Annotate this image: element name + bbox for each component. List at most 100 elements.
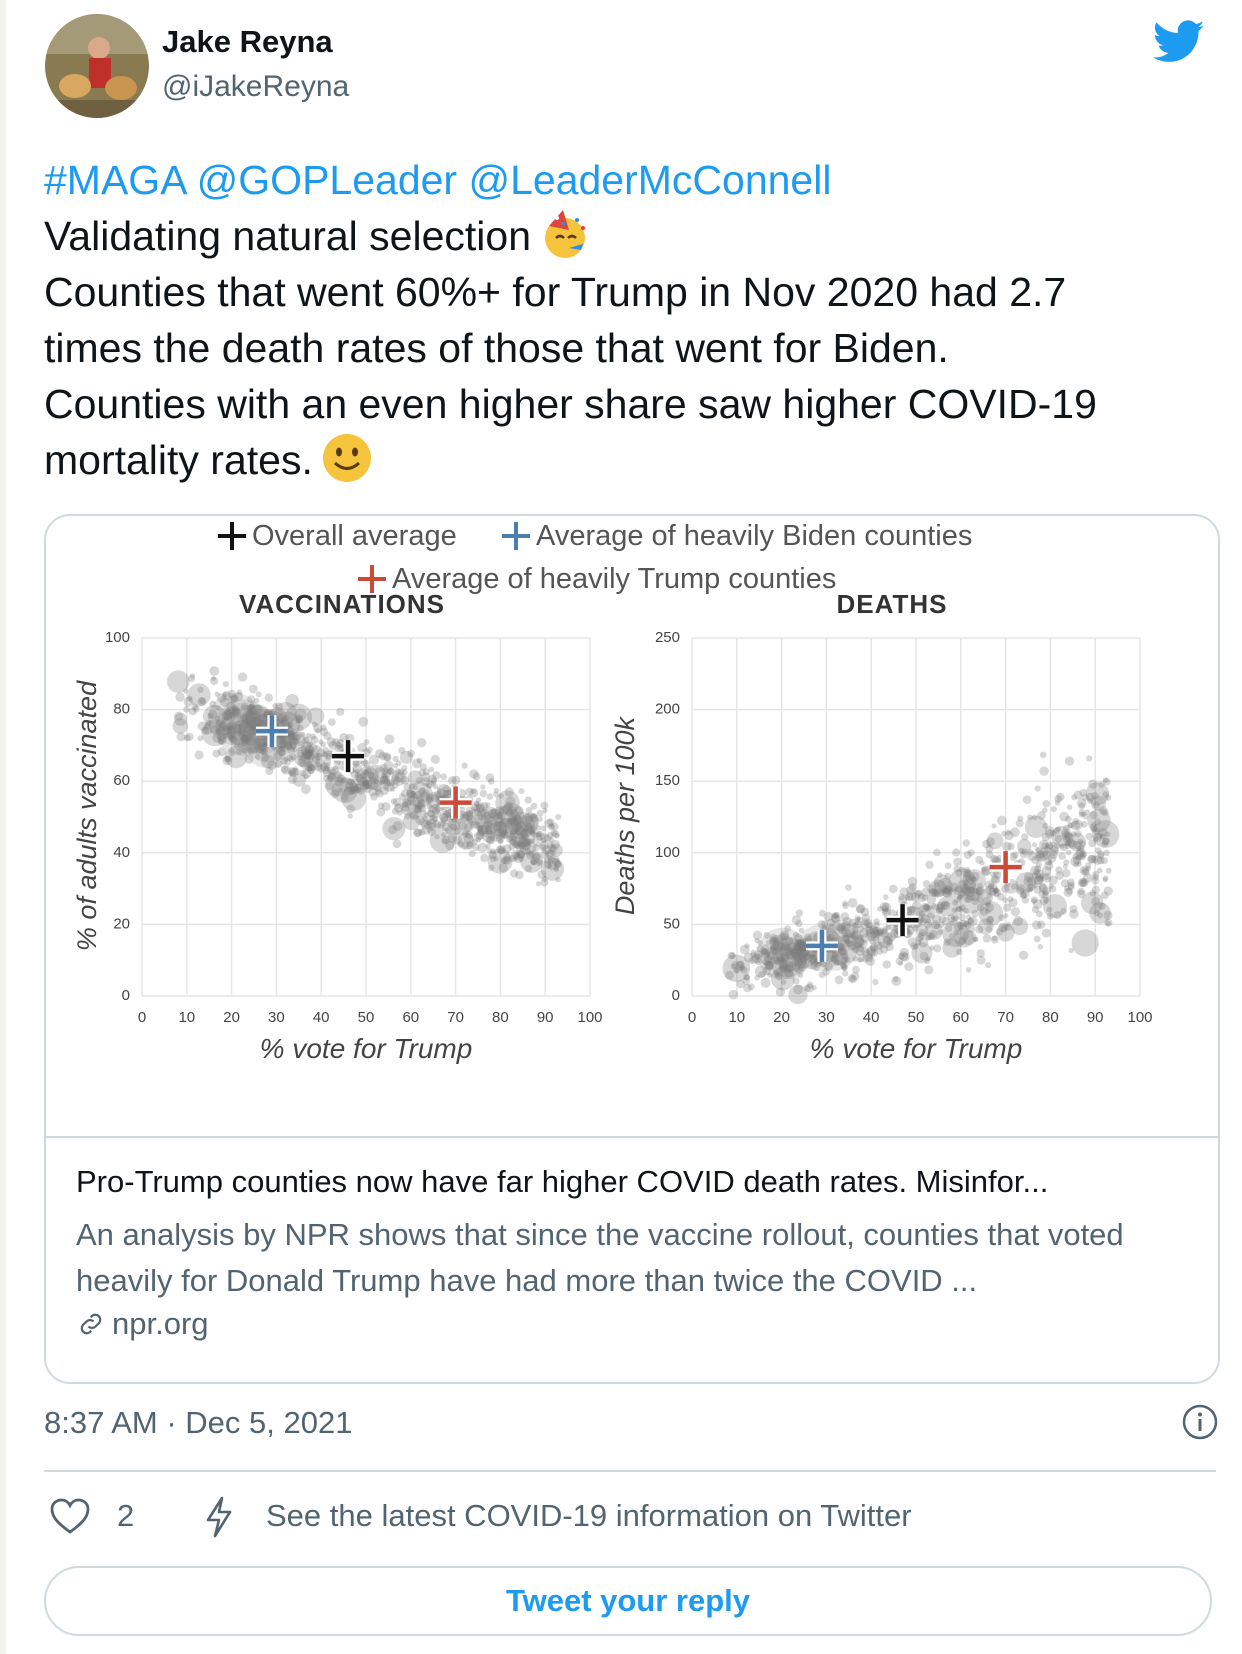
scatter-point — [380, 774, 390, 785]
scatter-point — [1049, 846, 1059, 856]
scatter-point — [791, 963, 801, 972]
scatter-point — [791, 915, 801, 925]
scatter-point — [442, 785, 451, 794]
scatter-point — [827, 923, 838, 934]
heart-icon[interactable] — [50, 1498, 90, 1536]
info-icon[interactable] — [1181, 1403, 1219, 1441]
link-preview-card[interactable]: Overall average Average of heavily Biden… — [44, 514, 1220, 1384]
scatter-point — [495, 790, 520, 816]
scatter-point — [1105, 920, 1111, 927]
scatter-point — [1094, 818, 1102, 826]
scatter-point — [831, 931, 839, 940]
scatter-point — [929, 929, 938, 939]
scatter-point — [519, 813, 539, 833]
scatter-point — [927, 884, 937, 894]
scatter-point — [779, 930, 790, 940]
scatter-point — [419, 817, 429, 827]
scatter-point — [327, 772, 336, 780]
scatter-point — [1054, 795, 1063, 803]
scatter-point — [1031, 898, 1037, 904]
x-tick-label: 100 — [577, 1009, 602, 1026]
scatter-point — [928, 879, 947, 898]
like-count[interactable]: 2 — [117, 1498, 135, 1533]
scatter-point — [540, 857, 564, 881]
scatter-point — [779, 962, 789, 973]
scatter-point — [957, 924, 964, 931]
scatter-point — [778, 966, 786, 974]
scatter-point — [544, 818, 554, 828]
scatter-point — [480, 814, 490, 825]
scatter-point — [489, 820, 508, 840]
scatter-point — [891, 976, 902, 986]
scatter-point — [970, 876, 977, 883]
scatter-point — [360, 780, 370, 791]
scatter-point — [458, 821, 468, 831]
tweet-timestamp[interactable]: 8:37 AM · Dec 5, 2021 — [44, 1405, 353, 1440]
scatter-point — [437, 784, 451, 798]
scatter-point — [877, 932, 894, 948]
scatter-point — [1103, 886, 1113, 896]
scatter-point — [832, 948, 849, 966]
scatter-point — [831, 951, 839, 959]
scatter-point — [399, 802, 410, 812]
scatter-point — [785, 949, 792, 956]
scatter-point — [265, 767, 274, 776]
scatter-point — [476, 802, 485, 812]
scatter-point — [924, 921, 943, 940]
scatter-point — [499, 830, 509, 839]
scatter-point — [774, 958, 781, 966]
scatter-point — [226, 731, 235, 740]
tweet-reply-button[interactable]: Tweet your reply — [44, 1566, 1212, 1636]
avatar[interactable] — [45, 14, 149, 118]
scatter-point — [777, 956, 785, 964]
scatter-point — [779, 948, 788, 957]
scatter-point — [930, 919, 941, 930]
scatter-point — [1065, 887, 1073, 895]
card-domain[interactable]: npr.org — [76, 1306, 209, 1342]
scatter-point — [876, 948, 883, 955]
user-handle[interactable]: @iJakeReyna — [162, 70, 350, 103]
scatter-point — [301, 754, 311, 765]
x-tick-label: 90 — [537, 1009, 554, 1026]
display-name[interactable]: Jake Reyna — [162, 24, 333, 59]
lightning-bolt-icon[interactable] — [204, 1496, 234, 1538]
scatter-point — [519, 838, 537, 856]
scatter-point — [958, 936, 967, 945]
scatter-point — [232, 723, 243, 734]
scatter-point — [352, 759, 359, 766]
scatter-point — [555, 876, 561, 883]
scatter-point — [304, 762, 313, 772]
scatter-point — [921, 887, 931, 897]
scatter-point — [938, 915, 947, 923]
scatter-point — [539, 833, 549, 843]
scatter-point — [1075, 847, 1086, 857]
scatter-point — [430, 793, 439, 802]
scatter-point — [862, 918, 871, 927]
twitter-bird-icon[interactable] — [1153, 20, 1205, 64]
scatter-point — [942, 938, 962, 958]
scatter-point — [1066, 804, 1073, 811]
card-title[interactable]: Pro-Trump counties now have far higher C… — [76, 1164, 1049, 1199]
scatter-point — [446, 821, 452, 827]
scatter-point — [354, 772, 362, 779]
scatter-point — [1078, 808, 1086, 816]
scatter-point — [984, 902, 995, 913]
scatter-point — [1087, 854, 1097, 864]
scatter-point — [476, 804, 485, 814]
scatter-point — [191, 703, 199, 711]
scatter-point — [540, 837, 546, 844]
tweet-mentions[interactable]: #MAGA @GOPLeader @LeaderMcConnell — [44, 157, 832, 203]
scatter-point — [183, 688, 189, 694]
card-description[interactable]: An analysis by NPR shows that since the … — [76, 1217, 1124, 1298]
scatter-point — [542, 807, 548, 813]
scatter-point — [278, 740, 287, 749]
scatter-point — [329, 769, 337, 776]
scatter-point — [855, 946, 865, 956]
scatter-point — [962, 930, 977, 946]
scatter-point — [313, 762, 323, 772]
scatter-point — [425, 819, 433, 826]
card-domain-text[interactable]: npr.org — [112, 1306, 209, 1341]
covid-info-link[interactable]: See the latest COVID-19 information on T… — [266, 1498, 912, 1533]
scatter-point — [784, 925, 792, 933]
scatter-point — [1039, 896, 1049, 905]
